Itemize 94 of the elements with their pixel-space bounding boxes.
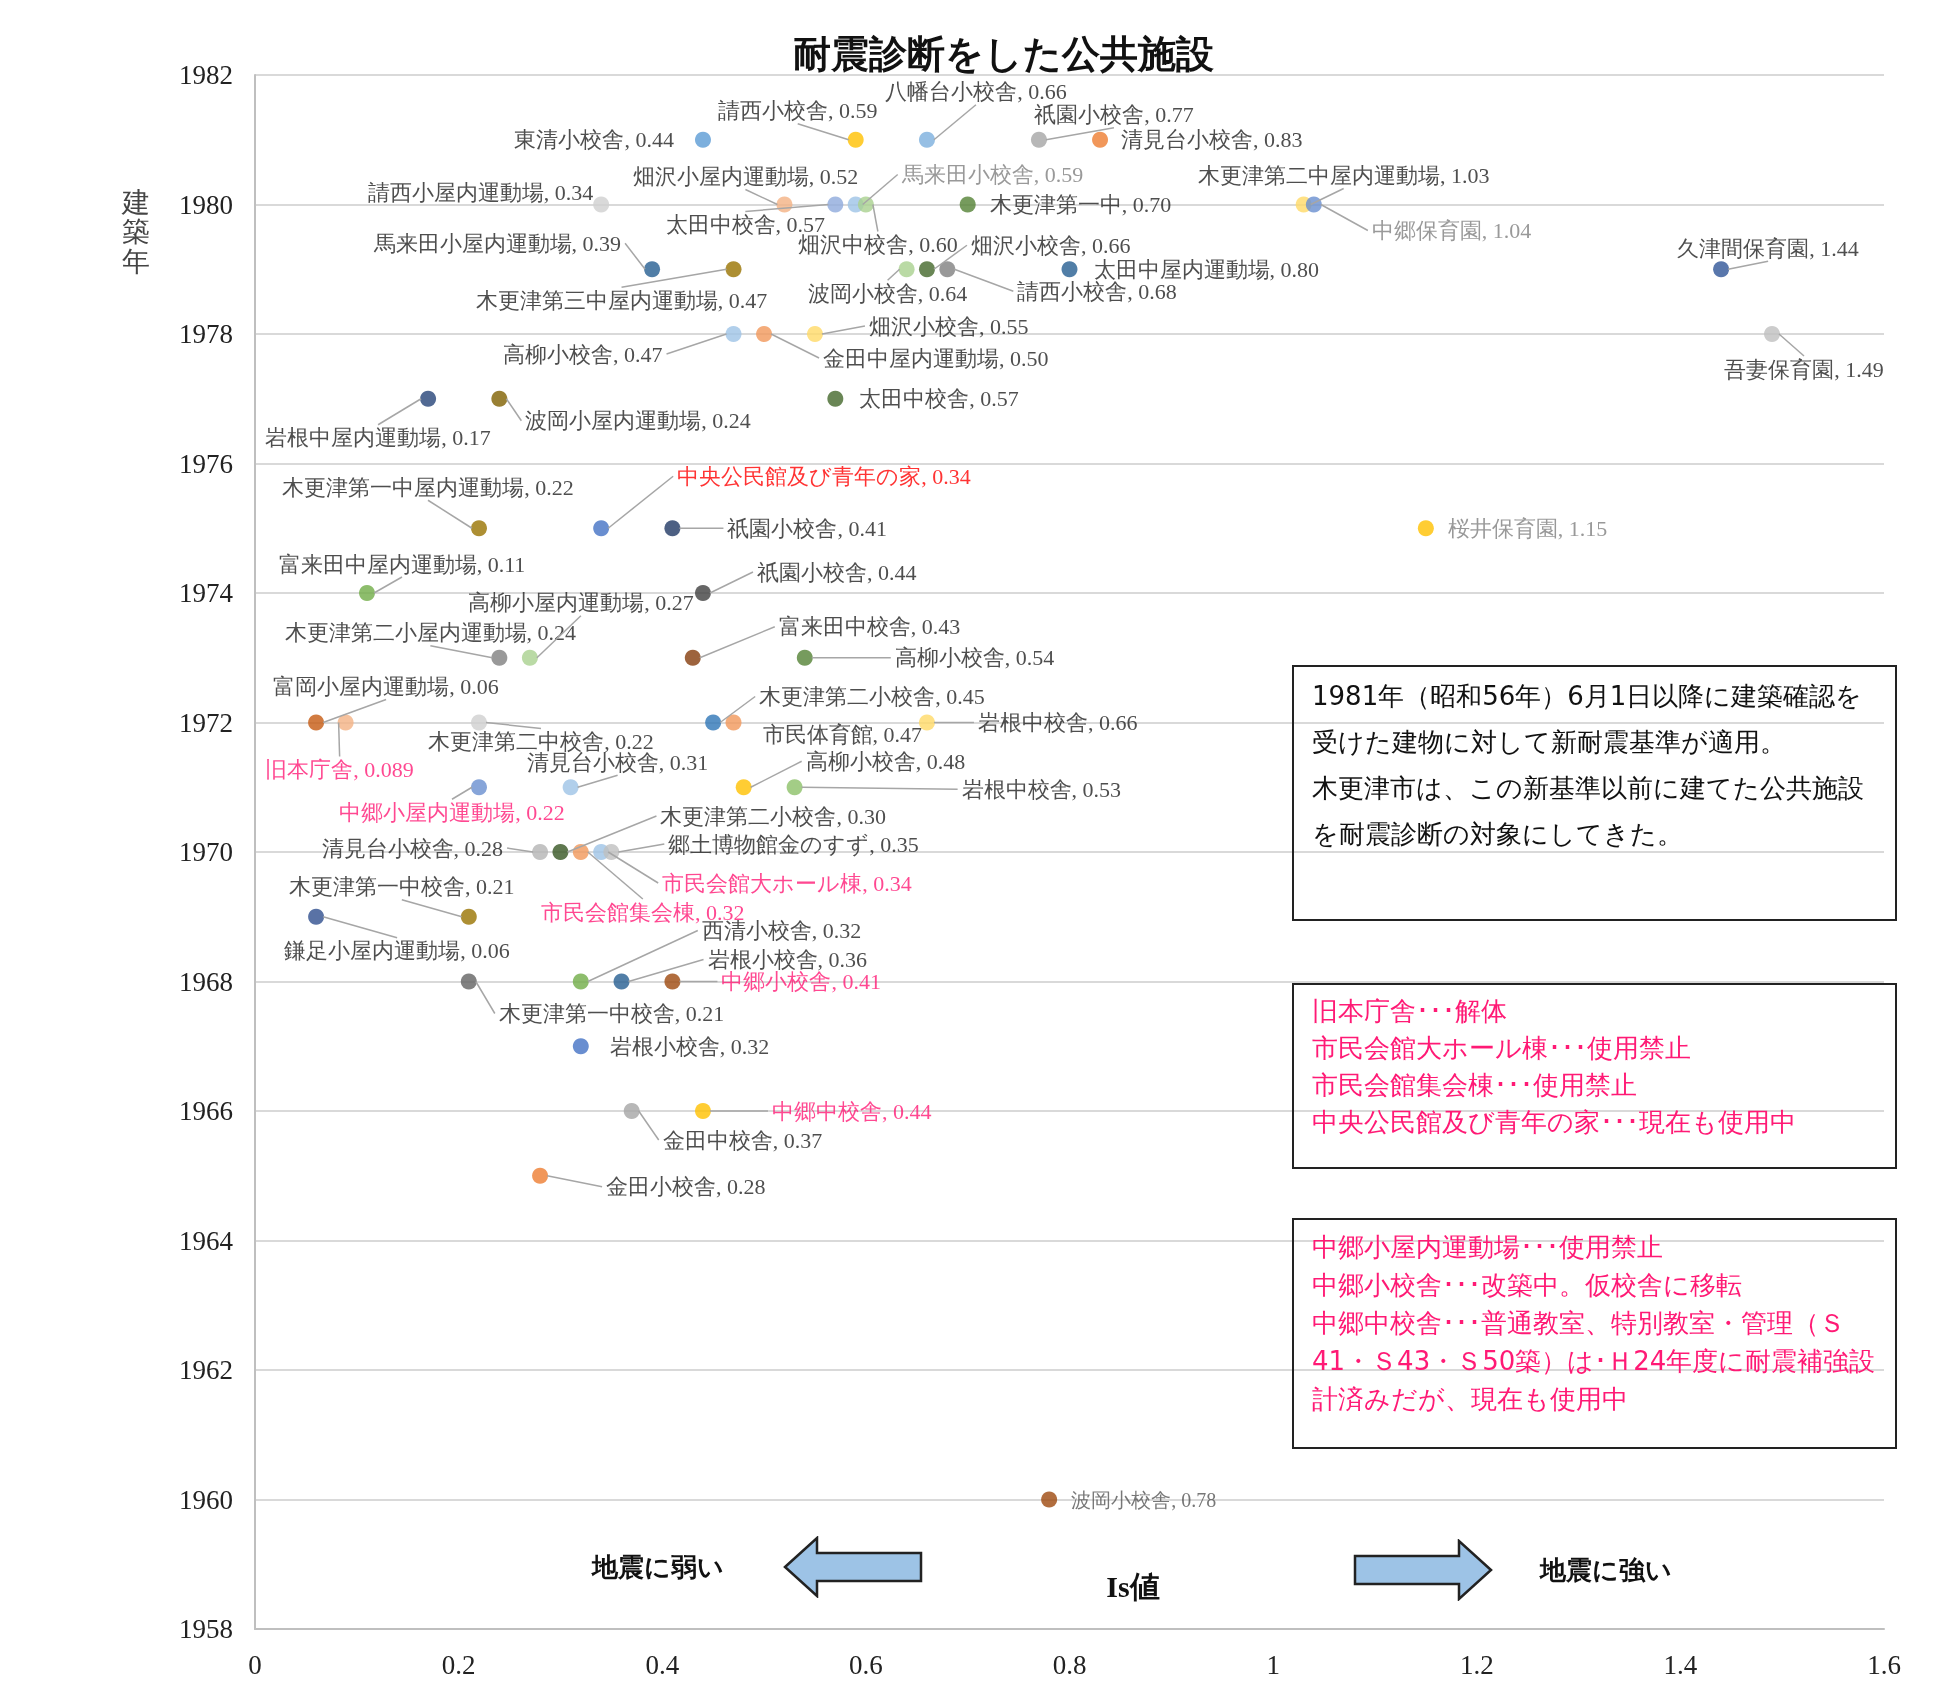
annotation: 高柳小屋内運動場, 0.27 xyxy=(468,590,694,616)
annotation: 波岡小屋内運動場, 0.24 xyxy=(525,408,751,434)
annotation: 木更津市は、この新基準以前に建てた公共施設を耐震診断の対象にしてきた。 xyxy=(1312,772,1865,851)
y-tick-label: 1978 xyxy=(179,319,233,349)
annotation: 高柳小校舎, 0.47 xyxy=(503,341,663,367)
annotation: 祇園小校舎, 0.77 xyxy=(1034,102,1194,128)
annotation: 富岡小屋内運動場, 0.06 xyxy=(273,674,499,699)
x-tick-label: 1.2 xyxy=(1459,1649,1494,1680)
annotation: 太田中屋内運動場, 0.80 xyxy=(1093,256,1319,282)
annotation: 木更津第二小屋内運動場, 0.24 xyxy=(284,620,577,646)
x-tick-label: 0.4 xyxy=(645,1649,680,1680)
annotation: 畑沢小校舎, 0.55 xyxy=(868,313,1029,339)
x-tick-label: 0 xyxy=(248,1649,262,1680)
annotation: 祇園小校舎, 0.41 xyxy=(727,515,887,541)
annotation: 木更津第二小校舎, 0.30 xyxy=(660,803,886,829)
annotation: 八幡台小校舎, 0.66 xyxy=(885,79,1067,105)
annotation: 請西小校舎, 0.59 xyxy=(717,98,878,124)
annotation: 岩根中屋内運動場, 0.17 xyxy=(265,425,491,451)
annotation: 富来田中屋内運動場, 0.11 xyxy=(278,551,526,577)
annotation: 1981年（昭和56年）6月1日以降に建築確認を受けた建物に対して新耐震基準が適用。 xyxy=(1312,680,1864,759)
annotation: 旧本庁舎･･･解体 xyxy=(1312,995,1508,1028)
annotation: 波岡小校舎, 0.78 xyxy=(1071,1488,1217,1511)
annotation: 中央公民館及び青年の家, 0.34 xyxy=(677,463,971,489)
annotation: 岩根小校舎, 0.32 xyxy=(609,1033,770,1059)
annotation: 中郷小校舎, 0.41 xyxy=(721,969,881,994)
y-tick-label: 1976 xyxy=(179,448,233,479)
annotation: 中郷保育園, 1.04 xyxy=(1371,218,1532,243)
annotation: 市民会館大ホール棟･･･使用禁止 xyxy=(1312,1032,1692,1065)
annotation: 太田中校舎, 0.57 xyxy=(859,386,1019,412)
y-tick-label: 1964 xyxy=(179,1225,234,1256)
annotation: 郷土博物館金のすず, 0.35 xyxy=(668,831,919,857)
note-frame: 1981年（昭和56年）6月1日以降に建築確認を受けた建物に対して新耐震基準が適用。 木更津市は、この新基準以前に建てた公共施設を耐震診断の対象にしてきた。 xyxy=(1292,665,1897,921)
annotation: 鎌足小屋内運動場, 0.06 xyxy=(284,938,510,964)
y-axis-title: 建築年 xyxy=(122,186,150,278)
annotation: 地震に強い xyxy=(1538,1554,1673,1587)
annotation: 馬来田小校舎, 0.59 xyxy=(900,162,1084,187)
annotation: 桜井保育園, 1.15 xyxy=(1447,515,1608,541)
annotation: 請西小屋内運動場, 0.34 xyxy=(367,180,594,205)
annotation: 市民体育館, 0.47 xyxy=(762,722,923,747)
annotation: 旧本庁舎, 0.089 xyxy=(265,757,414,782)
annotation: 久津間保育園, 1.44 xyxy=(1677,235,1859,261)
annotation: 祇園小校舎, 0.44 xyxy=(756,559,917,585)
annotation: 高柳小校舎, 0.54 xyxy=(894,645,1055,671)
annotation: 東清小校舎, 0.44 xyxy=(514,127,674,153)
x-tick-label: 1.4 xyxy=(1663,1649,1698,1680)
y-tick-label: 1974 xyxy=(179,578,234,608)
x-tick-label: 1.6 xyxy=(1867,1649,1901,1680)
annotation: 馬来田小屋内運動場, 0.39 xyxy=(372,230,622,256)
y-tick-label: 1972 xyxy=(179,707,233,738)
annotation: 木更津第二小校舎, 0.45 xyxy=(759,684,985,709)
annotation: 市民会館大ホール棟, 0.34 xyxy=(662,870,912,896)
x-tick-label: 1 xyxy=(1266,1649,1280,1680)
annotation: 木更津第一中屋内運動場, 0.22 xyxy=(282,474,574,500)
y-tick-label: 1958 xyxy=(179,1614,233,1644)
annotation: 清見台小校舎, 0.83 xyxy=(1121,127,1303,153)
annotation: 岩根中校舎, 0.53 xyxy=(961,776,1122,802)
note-frame: 中郷小屋内運動場･･･使用禁止 中郷小校舎･･･改築中。仮校舎に移転 中郷中校舎･･･普通教室、特別教室・管理（Ｓ41・Ｓ43・Ｓ50築）は･Ｈ24年度に耐震補強設計済みだが、現在も使用中 xyxy=(1292,1218,1897,1449)
annotation: 波岡小校舎, 0.64 xyxy=(807,280,968,306)
y-tick-label: 1970 xyxy=(179,837,233,867)
annotation: 中郷中校舎, 0.44 xyxy=(771,1098,932,1124)
annotation: 吾妻保育園, 1.49 xyxy=(1724,356,1884,382)
annotation: 高柳小校舎, 0.48 xyxy=(805,748,966,774)
x-tick-label: 0.8 xyxy=(1052,1649,1087,1680)
annotation: 金田小校舎, 0.28 xyxy=(606,1174,766,1200)
x-tick-label: 0.6 xyxy=(849,1649,883,1680)
annotation: 中郷小校舎･･･改築中。仮校舎に移転 xyxy=(1312,1269,1743,1302)
chart-title: 耐震診断をした公共施設 xyxy=(792,32,1214,76)
y-tick-label: 1980 xyxy=(179,189,233,220)
annotation: 木更津第一中校舎, 0.21 xyxy=(498,1001,725,1026)
annotation: 木更津第三中屋内運動場, 0.47 xyxy=(475,287,768,313)
annotation: 中郷小屋内運動場･･･使用禁止 xyxy=(1312,1231,1664,1264)
annotation: 中郷小屋内運動場, 0.22 xyxy=(339,799,565,825)
annotation: 富来田中校舎, 0.43 xyxy=(778,614,961,640)
annotation: 清見台小校舎, 0.28 xyxy=(321,835,504,861)
y-tick-label: 1982 xyxy=(179,60,233,90)
annotation: 木更津第一中校舎, 0.21 xyxy=(289,874,515,900)
annotation: 木更津第二中屋内運動場, 1.03 xyxy=(1197,163,1490,188)
y-tick-label: 1960 xyxy=(179,1484,233,1515)
annotation: 中央公民館及び青年の家･･･現在も使用中 xyxy=(1312,1106,1797,1139)
annotation: 畑沢小屋内運動場, 0.52 xyxy=(632,164,859,189)
annotation: 畑沢小校舎, 0.66 xyxy=(970,232,1131,258)
y-tick-label: 1968 xyxy=(179,966,233,997)
annotation: 地震に弱い xyxy=(590,1551,725,1584)
annotation: 市民会館集会棟･･･使用禁止 xyxy=(1312,1069,1638,1102)
x-tick-label: 0.2 xyxy=(441,1649,476,1680)
x-axis-title: Is値 xyxy=(1105,1569,1161,1605)
annotation: 岩根中校舎, 0.66 xyxy=(977,710,1138,735)
y-tick-label: 1962 xyxy=(179,1355,233,1385)
y-tick-label: 1966 xyxy=(179,1096,233,1126)
annotation: 岩根小校舎, 0.36 xyxy=(707,947,868,972)
annotation: 金田中校舎, 0.37 xyxy=(662,1127,823,1153)
annotation: 金田中屋内運動場, 0.50 xyxy=(823,345,1049,371)
annotation: 中郷中校舎･･･普通教室、特別教室・管理（Ｓ41・Ｓ43・Ｓ50築）は･Ｈ24年度に耐震補強設計済みだが、現在も使用中 xyxy=(1312,1307,1877,1416)
annotation: 木更津第一中, 0.70 xyxy=(989,192,1172,217)
